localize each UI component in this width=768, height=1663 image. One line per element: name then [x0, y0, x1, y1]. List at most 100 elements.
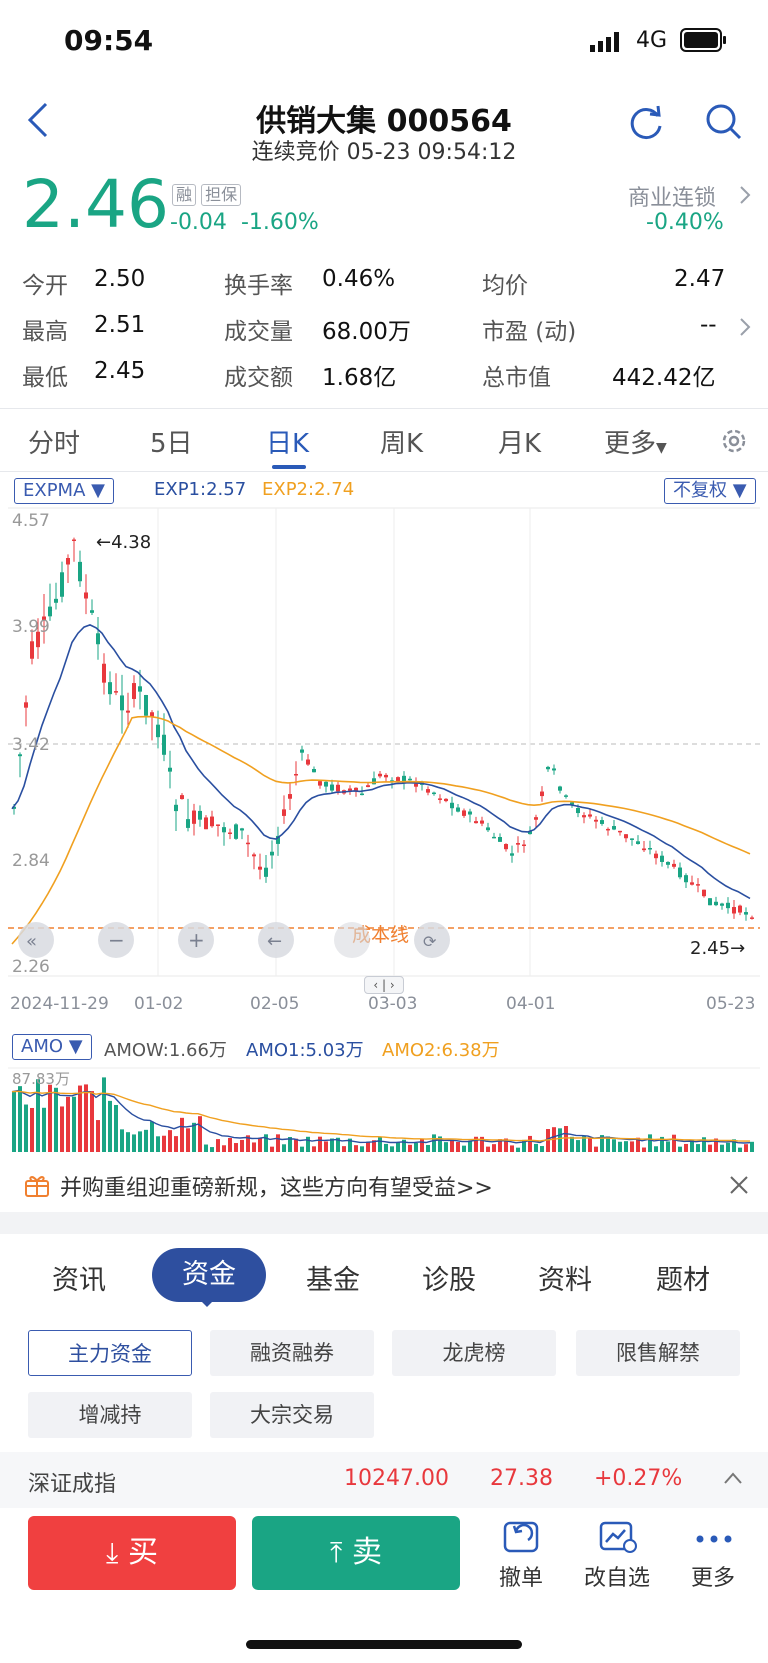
- volume-bar: [42, 1107, 46, 1152]
- more-button[interactable]: 更多: [690, 1566, 735, 1591]
- candle-body: [360, 793, 364, 796]
- cancel-order-icon[interactable]: [502, 1520, 540, 1554]
- candle-body: [36, 631, 40, 648]
- adjust-selector[interactable]: 不复权 ▼: [664, 478, 756, 504]
- refresh-icon[interactable]: [626, 102, 666, 142]
- volume-bar: [666, 1141, 670, 1152]
- sell-button[interactable]: ⤒ 卖: [252, 1516, 460, 1590]
- amo-selector[interactable]: AMO ▼: [12, 1034, 92, 1060]
- ftab-profile[interactable]: 资料: [538, 1265, 592, 1296]
- rotate-button[interactable]: [414, 922, 450, 958]
- step-back-button[interactable]: [258, 922, 294, 958]
- rewind-button[interactable]: [18, 922, 54, 958]
- chevron-up-icon[interactable]: [722, 1470, 744, 1486]
- volume-bar: [168, 1130, 172, 1152]
- subbtn-margin[interactable]: 融资融券: [210, 1330, 374, 1376]
- low-value: 2.45: [94, 358, 146, 384]
- candle-body: [510, 853, 514, 856]
- subbtn-holding-change[interactable]: 增减持: [28, 1392, 192, 1438]
- candle-body: [498, 837, 502, 842]
- candle-body: [480, 820, 484, 824]
- subbtn-dragon-tiger[interactable]: 龙虎榜: [392, 1330, 556, 1376]
- volume-bar: [402, 1139, 406, 1152]
- edit-watchlist-icon[interactable]: [598, 1520, 638, 1554]
- volume-bar: [750, 1141, 754, 1152]
- subbtn-main-funds[interactable]: 主力资金: [28, 1330, 192, 1376]
- ftab-diagnose[interactable]: 诊股: [422, 1265, 476, 1296]
- sector-change: -0.40%: [646, 210, 724, 235]
- index-ticker[interactable]: 深证成指 10247.00 27.38 +0.27%: [0, 1452, 768, 1508]
- volume-bar: [348, 1138, 352, 1152]
- edit-watchlist-button[interactable]: 改自选: [583, 1566, 650, 1591]
- section-divider: [0, 1212, 768, 1234]
- expma-selector[interactable]: EXPMA ▼: [14, 478, 114, 504]
- cancel-order-button[interactable]: 撤单: [498, 1566, 543, 1591]
- home-indicator: [246, 1640, 522, 1649]
- candle-body: [132, 683, 136, 699]
- volume-bar: [288, 1136, 292, 1152]
- candle-body: [600, 820, 604, 824]
- subbtn-unlock[interactable]: 限售解禁: [576, 1330, 740, 1376]
- price-change-value: -0.04: [170, 210, 227, 235]
- volume-bar: [336, 1137, 340, 1152]
- chevron-right-icon[interactable]: [738, 184, 752, 206]
- tab-more[interactable]: 更多▼: [604, 423, 667, 460]
- candle-body: [516, 843, 520, 845]
- candle-body: [384, 774, 388, 778]
- candle-body: [660, 855, 664, 862]
- volume-bar: [294, 1138, 298, 1152]
- adjust-label: 不复权: [673, 480, 727, 501]
- gear-icon[interactable]: [718, 425, 750, 457]
- volume-chart[interactable]: 87.83万: [0, 1066, 768, 1154]
- ftab-theme[interactable]: 题材: [656, 1265, 710, 1296]
- candle-body: [468, 811, 472, 815]
- chart-scroll-handle[interactable]: ‹ | ›: [364, 976, 404, 994]
- candle-body: [228, 832, 232, 835]
- close-icon[interactable]: [728, 1174, 750, 1196]
- candle-body: [114, 691, 118, 693]
- rotate-icon: ⟳: [423, 932, 437, 951]
- zoom-out-button[interactable]: [98, 922, 134, 958]
- candle-body: [204, 817, 208, 830]
- subbtn-block-trade[interactable]: 大宗交易: [210, 1392, 374, 1438]
- arrow-left-icon: ←: [267, 931, 282, 952]
- tab-weekly-k[interactable]: 周K: [380, 429, 424, 459]
- candle-body: [552, 768, 556, 771]
- tab-5day[interactable]: 5日: [150, 429, 193, 459]
- exp1-value: EXP1:2.57: [154, 479, 247, 500]
- promo-banner[interactable]: 并购重组迎重磅新规，这些方向有望受益>>: [0, 1156, 768, 1212]
- volume-bar: [96, 1120, 100, 1152]
- candle-body: [300, 749, 304, 753]
- candle-body: [162, 734, 166, 755]
- open-label: 今开: [22, 273, 68, 299]
- promo-text: 并购重组迎重磅新规，这些方向有望受益>>: [60, 1176, 493, 1201]
- buy-button[interactable]: ⤓ 买: [28, 1516, 236, 1590]
- volume-bar: [138, 1131, 142, 1152]
- exp2-value: EXP2:2.74: [262, 479, 355, 500]
- status-bar: 09:54 4G: [0, 0, 768, 84]
- volume-bar: [300, 1146, 304, 1152]
- candle-body: [324, 781, 328, 787]
- candle-body: [174, 804, 178, 812]
- volume-max-label: 87.83万: [12, 1070, 70, 1088]
- tab-daily-k[interactable]: 日K: [266, 429, 310, 459]
- ftab-funds[interactable]: 资金: [152, 1248, 266, 1302]
- candle-body: [84, 592, 88, 599]
- ftab-news[interactable]: 资讯: [52, 1265, 106, 1296]
- search-icon[interactable]: [704, 102, 744, 142]
- tab-timeshare[interactable]: 分时: [28, 429, 81, 459]
- back-icon[interactable]: [24, 100, 54, 140]
- candle-body: [612, 826, 616, 830]
- tab-monthly-k[interactable]: 月K: [498, 429, 542, 459]
- sector-name[interactable]: 商业连锁: [628, 186, 717, 211]
- candle-body: [366, 785, 370, 788]
- chevron-right-icon[interactable]: [738, 316, 752, 338]
- volume-bar: [72, 1096, 76, 1152]
- candle-body: [624, 834, 628, 839]
- zoom-in-button[interactable]: [178, 922, 214, 958]
- cost-line-button[interactable]: [334, 922, 370, 958]
- kline-chart[interactable]: 4.57 3.99 3.42 2.84 2.26 ←4.38 2.45→ 成本线…: [0, 504, 768, 984]
- tags: 融 担保: [172, 184, 242, 206]
- more-icon[interactable]: [694, 1530, 734, 1543]
- ftab-fund[interactable]: 基金: [306, 1265, 360, 1296]
